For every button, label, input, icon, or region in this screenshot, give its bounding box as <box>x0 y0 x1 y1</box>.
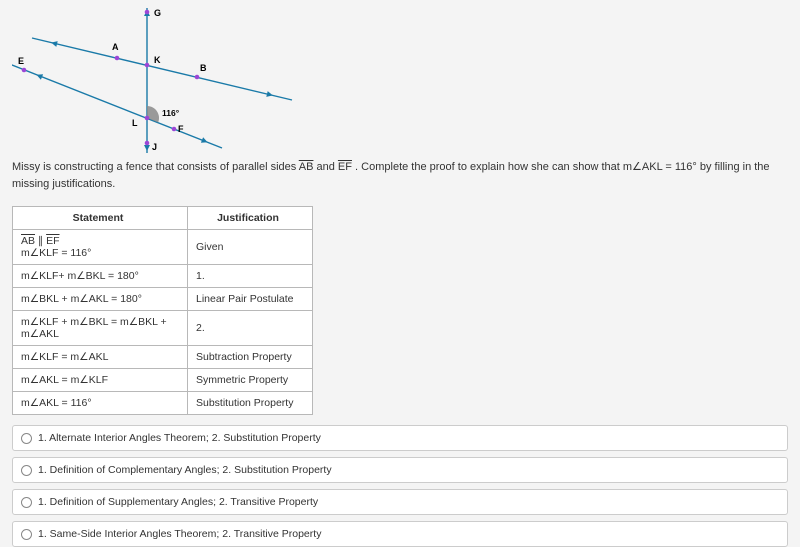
option-label: 1. Same-Side Interior Angles Theorem; 2.… <box>38 528 321 540</box>
svg-text:K: K <box>154 55 161 65</box>
q-seg1: AB <box>299 161 314 173</box>
svg-text:J: J <box>152 142 157 152</box>
radio-icon[interactable] <box>21 529 32 540</box>
justification-cell: Symmetric Property <box>188 369 313 392</box>
table-row: m∠KLF = m∠AKLSubtraction Property <box>13 346 313 369</box>
answer-options: 1. Alternate Interior Angles Theorem; 2.… <box>12 425 788 547</box>
question-text: Missy is constructing a fence that consi… <box>12 159 788 192</box>
svg-text:E: E <box>18 56 24 66</box>
statement-cell: m∠AKL = 116° <box>13 392 188 415</box>
geometry-diagram: G A K B E L F J 116° <box>12 8 312 153</box>
svg-text:116°: 116° <box>162 108 180 118</box>
statement-cell: m∠KLF = m∠AKL <box>13 346 188 369</box>
table-row: m∠BKL + m∠AKL = 180°Linear Pair Postulat… <box>13 288 313 311</box>
table-row: AB ∥ EFm∠KLF = 116°Given <box>13 230 313 265</box>
svg-text:A: A <box>112 42 119 52</box>
q-mid2: . Complete the proof to explain how she … <box>355 161 632 173</box>
statement-cell: m∠AKL = m∠KLF <box>13 369 188 392</box>
answer-option[interactable]: 1. Definition of Complementary Angles; 2… <box>12 457 788 483</box>
svg-text:L: L <box>132 118 138 128</box>
q-mid1: and <box>317 161 338 173</box>
table-row: m∠AKL = 116°Substitution Property <box>13 392 313 415</box>
statement-cell: m∠KLF + m∠BKL = m∠BKL + m∠AKL <box>13 311 188 346</box>
answer-option[interactable]: 1. Same-Side Interior Angles Theorem; 2.… <box>12 521 788 547</box>
justification-cell: Linear Pair Postulate <box>188 288 313 311</box>
radio-icon[interactable] <box>21 465 32 476</box>
justification-cell: 2. <box>188 311 313 346</box>
answer-option[interactable]: 1. Alternate Interior Angles Theorem; 2.… <box>12 425 788 451</box>
statement-cell: AB ∥ EFm∠KLF = 116° <box>13 230 188 265</box>
justification-cell: Subtraction Property <box>188 346 313 369</box>
option-label: 1. Definition of Complementary Angles; 2… <box>38 464 332 476</box>
justification-cell: 1. <box>188 265 313 288</box>
option-label: 1. Alternate Interior Angles Theorem; 2.… <box>38 432 321 444</box>
svg-text:F: F <box>178 124 184 134</box>
radio-icon[interactable] <box>21 433 32 444</box>
radio-icon[interactable] <box>21 497 32 508</box>
option-label: 1. Definition of Supplementary Angles; 2… <box>38 496 318 508</box>
table-row: m∠AKL = m∠KLFSymmetric Property <box>13 369 313 392</box>
proof-table: Statement Justification AB ∥ EFm∠KLF = 1… <box>12 206 313 415</box>
header-justification: Justification <box>188 207 313 230</box>
justification-cell: Substitution Property <box>188 392 313 415</box>
q-seg2: EF <box>338 161 352 173</box>
svg-text:G: G <box>154 8 161 18</box>
statement-cell: m∠KLF+ m∠BKL = 180° <box>13 265 188 288</box>
table-row: m∠KLF + m∠BKL = m∠BKL + m∠AKL2. <box>13 311 313 346</box>
justification-cell: Given <box>188 230 313 265</box>
q-ang: ∠ <box>632 161 642 173</box>
header-statement: Statement <box>13 207 188 230</box>
q-pre: Missy is constructing a fence that consi… <box>12 161 299 173</box>
table-row: m∠KLF+ m∠BKL = 180°1. <box>13 265 313 288</box>
answer-option[interactable]: 1. Definition of Supplementary Angles; 2… <box>12 489 788 515</box>
svg-text:B: B <box>200 63 207 73</box>
page-root: G A K B E L F J 116° Missy is constructing a fen… <box>0 0 800 521</box>
statement-cell: m∠BKL + m∠AKL = 180° <box>13 288 188 311</box>
